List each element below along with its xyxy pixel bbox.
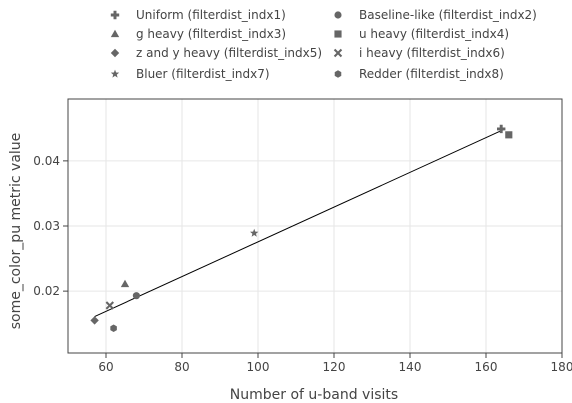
data-point bbox=[90, 316, 99, 325]
x-axis-title: Number of u-band visits bbox=[230, 387, 398, 403]
data-point bbox=[505, 131, 513, 139]
legend-marker bbox=[334, 70, 342, 78]
legend-label: g heavy (filterdist_indx3) bbox=[136, 27, 286, 41]
x-tick-label: 180 bbox=[551, 360, 572, 374]
x-tick-label: 120 bbox=[323, 360, 346, 374]
data-point bbox=[120, 279, 130, 288]
y-axis-title: some_color_pu metric value bbox=[8, 133, 24, 330]
y-tick-label: 0.04 bbox=[33, 154, 60, 168]
data-point bbox=[132, 292, 140, 300]
legend-marker bbox=[110, 10, 120, 20]
legend-label: Baseline-like (filterdist_indx2) bbox=[359, 8, 537, 22]
legend-label: i heavy (filterdist_indx6) bbox=[359, 46, 505, 60]
legend-label: Redder (filterdist_indx8) bbox=[359, 67, 504, 81]
plot-area bbox=[67, 98, 563, 354]
legend-label: Bluer (filterdist_indx7) bbox=[136, 67, 270, 81]
legend-marker bbox=[110, 29, 120, 38]
legend-marker bbox=[334, 11, 342, 19]
x-tick-label: 100 bbox=[247, 360, 270, 374]
legend-marker bbox=[333, 48, 343, 58]
y-tick-label: 0.03 bbox=[33, 219, 60, 233]
legend-label: u heavy (filterdist_indx4) bbox=[359, 27, 509, 41]
trend-line bbox=[94, 128, 506, 317]
x-tick-label: 80 bbox=[174, 360, 189, 374]
legend-marker bbox=[334, 30, 342, 38]
legend-label: z and y heavy (filterdist_indx5) bbox=[136, 46, 322, 60]
legend-label: Uniform (filterdist_indx1) bbox=[136, 8, 286, 22]
data-point bbox=[250, 228, 259, 237]
legend-marker bbox=[110, 69, 120, 78]
y-tick-label: 0.02 bbox=[33, 284, 60, 298]
legend-marker bbox=[110, 48, 120, 58]
legend: Uniform (filterdist_indx1) Baseline-like … bbox=[110, 8, 537, 81]
data-point bbox=[110, 324, 117, 333]
y-axis: 0.02 0.03 0.04 bbox=[33, 154, 68, 298]
x-tick-label: 160 bbox=[475, 360, 498, 374]
x-tick-label: 140 bbox=[399, 360, 422, 374]
data-point bbox=[497, 124, 506, 134]
x-axis: 60 80 100 120 140 160 180 bbox=[98, 353, 572, 374]
x-tick-label: 60 bbox=[98, 360, 113, 374]
data-point bbox=[105, 301, 114, 310]
